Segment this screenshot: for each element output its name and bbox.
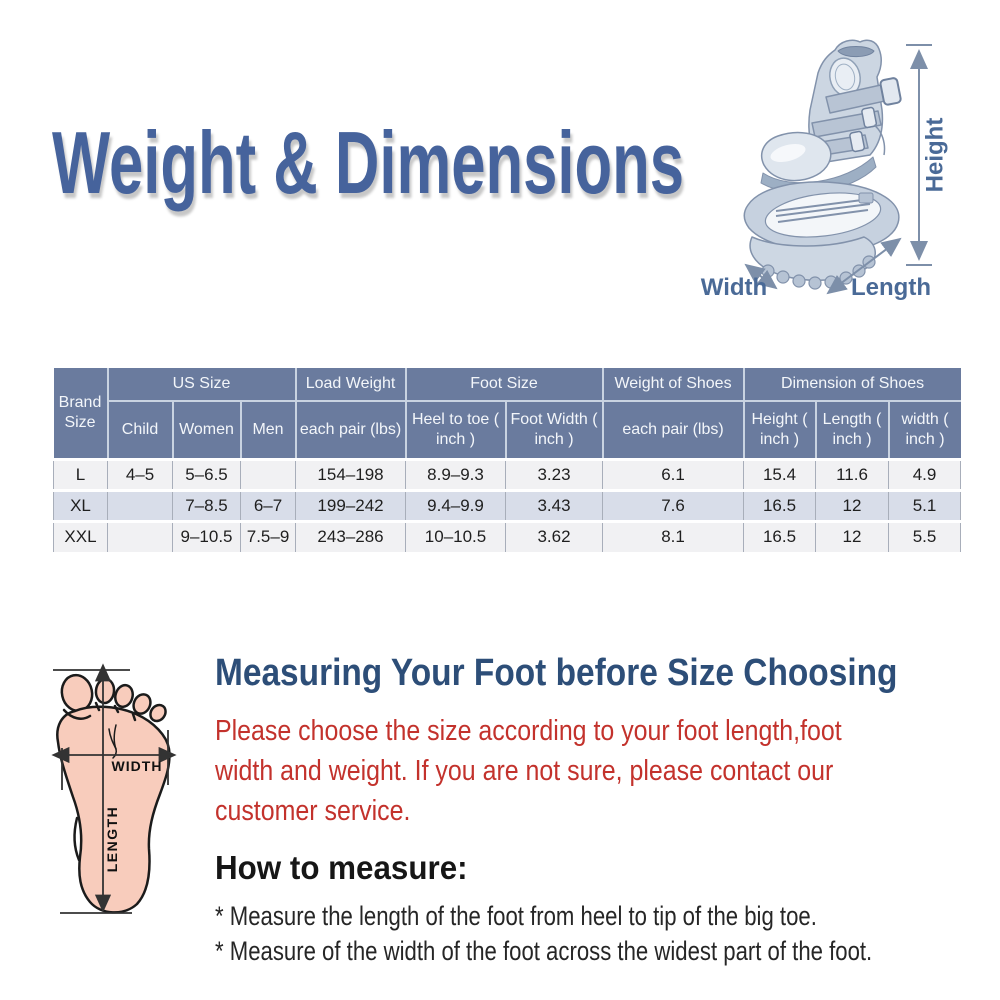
col-group-weight-of-shoes: Weight of Shoes	[601, 368, 745, 402]
shoe-length-label: Length	[851, 274, 931, 301]
table-row-size-l: L 4–5 5–6.5 154–198 8.9–9.3 3.23 6.1 15.…	[53, 457, 962, 490]
foot-width-label: WIDTH	[112, 758, 163, 774]
col-header-height: Height ( inch )	[742, 400, 817, 460]
col-group-us-size: US Size	[106, 368, 297, 402]
table-row-size-xl: XL 7–8.5 6–7 199–242 9.4–9.9 3.43 7.6 16…	[53, 488, 962, 521]
size-note-line: customer service.	[215, 795, 411, 827]
cell-shoe-height: 16.5	[743, 519, 816, 552]
col-header-women: Women	[171, 400, 242, 460]
cell-shoe-height: 16.5	[743, 488, 816, 521]
cell-load: 154–198	[295, 457, 406, 490]
cell-foot-width: 3.23	[505, 457, 603, 490]
foot-measurement-diagram: WIDTH LENGTH	[51, 663, 177, 914]
col-header-heel-to-toe: Heel to toe ( inch )	[404, 400, 507, 460]
cell-shoe-length: 12	[815, 488, 889, 521]
cell-child	[107, 519, 173, 552]
col-header-length: Length ( inch )	[814, 400, 890, 460]
col-header-brand-size: Brand Size	[53, 368, 109, 460]
shoe-height-label: Height	[921, 118, 948, 193]
cell-men: 7.5–9	[239, 519, 296, 552]
cell-women: 9–10.5	[172, 519, 241, 552]
cell-heel-to-toe: 9.4–9.9	[405, 488, 506, 521]
cell-load: 199–242	[295, 488, 406, 521]
col-header-child: Child	[106, 400, 174, 460]
cell-shoe-width: 4.9	[888, 457, 962, 490]
size-note-line: Please choose the size according to your…	[215, 715, 842, 747]
size-note-line: width and weight. If you are not sure, p…	[215, 755, 834, 787]
cell-load: 243–286	[295, 519, 406, 552]
cell-women: 5–6.5	[172, 457, 241, 490]
col-group-dimension-of-shoes: Dimension of Shoes	[742, 368, 961, 402]
col-header-foot-width: Foot Width ( inch )	[504, 400, 604, 460]
page-title: Weight & Dimensions	[52, 113, 685, 212]
how-to-measure-heading: How to measure:	[215, 849, 468, 886]
cell-shoe-weight: 6.1	[602, 457, 744, 490]
cell-shoe-length: 11.6	[815, 457, 889, 490]
jump-shoe-illustration: Height Width Length	[701, 39, 948, 301]
cell-shoe-height: 15.4	[743, 457, 816, 490]
cell-child: 4–5	[107, 457, 173, 490]
size-chart-table: Brand Size US Size Load Weight Foot Size…	[53, 368, 962, 552]
cell-brand: XXL	[53, 519, 108, 552]
cell-shoe-length: 12	[815, 519, 889, 552]
shoe-width-label: Width	[701, 274, 767, 301]
foot-measure-lines	[51, 663, 177, 914]
measuring-section: Measuring Your Foot before Size Choosing…	[215, 652, 1000, 969]
cell-men: 6–7	[239, 488, 296, 521]
col-header-men: Men	[239, 400, 297, 460]
foot-length-label: LENGTH	[104, 806, 120, 873]
cell-shoe-weight: 8.1	[602, 519, 744, 552]
cell-shoe-width: 5.5	[888, 519, 962, 552]
cell-shoe-weight: 7.6	[602, 488, 744, 521]
cell-women: 7–8.5	[172, 488, 241, 521]
table-row-size-xxl: XXL 9–10.5 7.5–9 243–286 10–10.5 3.62 8.…	[53, 519, 962, 552]
col-group-foot-size: Foot Size	[404, 368, 604, 402]
cell-shoe-width: 5.1	[888, 488, 962, 521]
cell-foot-width: 3.43	[505, 488, 603, 521]
cell-brand: L	[53, 457, 108, 490]
cell-brand: XL	[53, 488, 108, 521]
cell-heel-to-toe: 8.9–9.3	[405, 457, 506, 490]
col-header-weight-each-pair: each pair (lbs)	[601, 400, 745, 460]
col-group-load-weight: Load Weight	[294, 368, 407, 402]
measure-instruction: * Measure the length of the foot from he…	[215, 901, 817, 931]
cell-men	[239, 457, 296, 490]
dimension-arrows	[744, 44, 932, 295]
foot-outline	[56, 673, 171, 914]
cell-child	[107, 488, 173, 521]
cell-heel-to-toe: 10–10.5	[405, 519, 506, 552]
cell-foot-width: 3.62	[505, 519, 603, 552]
col-header-load-each-pair: each pair (lbs)	[294, 400, 407, 460]
measuring-heading: Measuring Your Foot before Size Choosing	[215, 652, 898, 694]
boot-graphic	[743, 39, 902, 290]
measure-instruction: * Measure of the width of the foot acros…	[215, 936, 873, 966]
col-header-width: width ( inch )	[887, 400, 961, 460]
